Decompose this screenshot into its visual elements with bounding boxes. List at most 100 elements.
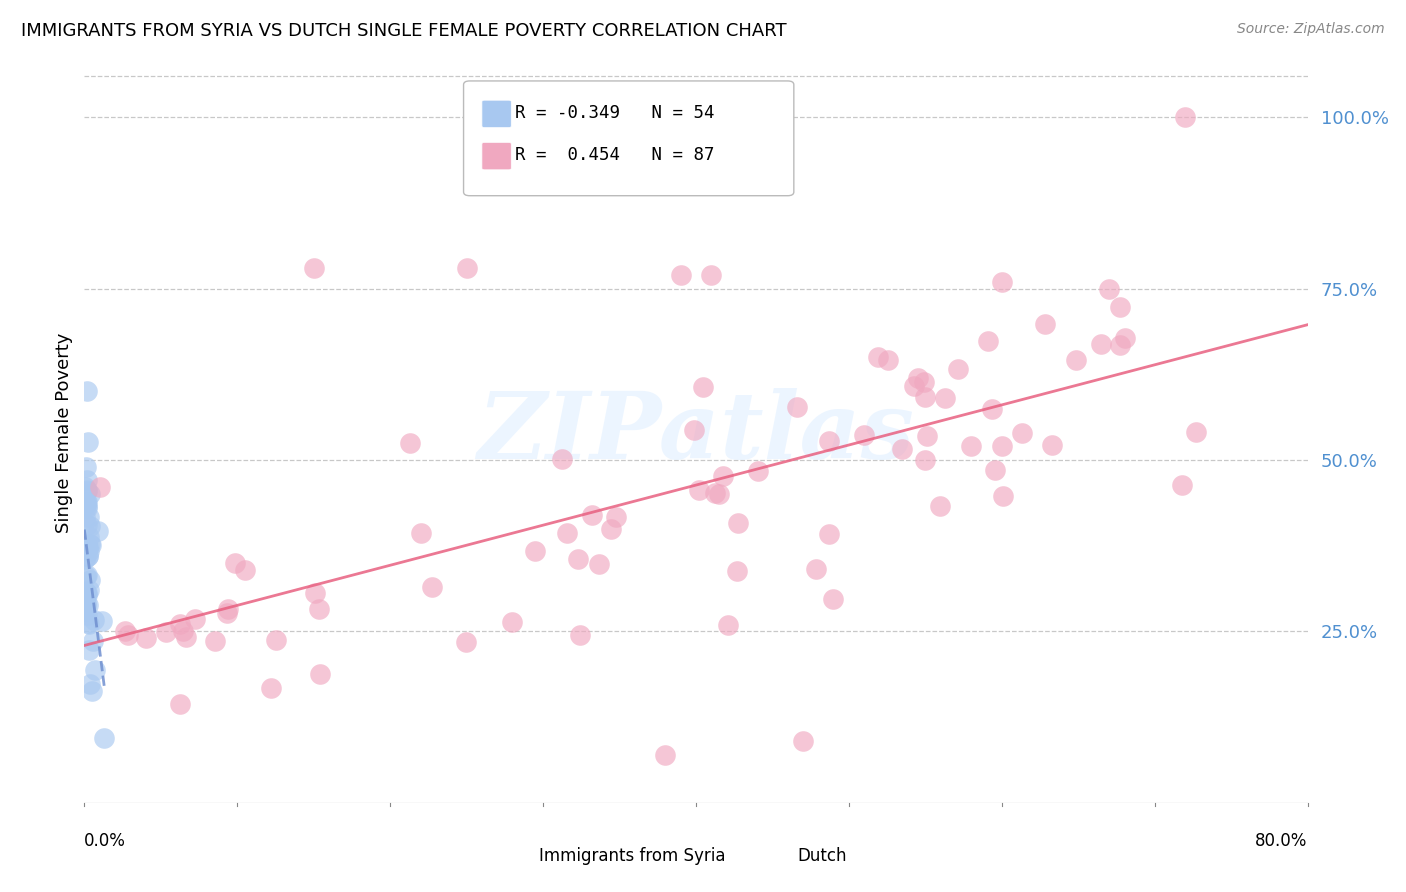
Point: [82, 684, 104, 698]
Point: [76, 500, 98, 514]
Point: [77, 434, 100, 449]
Text: Source: ZipAtlas.com: Source: ZipAtlas.com: [1237, 22, 1385, 37]
Point: [1109, 300, 1132, 314]
Point: [1185, 425, 1208, 439]
Point: [654, 747, 676, 762]
Point: [991, 439, 1014, 453]
Point: [1064, 353, 1087, 368]
Point: [929, 500, 952, 514]
Point: [75, 599, 97, 613]
Point: [891, 442, 914, 456]
Point: [786, 401, 808, 415]
Point: [79, 519, 101, 533]
Point: [235, 563, 257, 577]
Point: [917, 428, 939, 442]
Point: [76, 616, 98, 631]
Point: [551, 452, 574, 467]
Point: [75, 539, 97, 553]
Point: [75, 586, 97, 600]
Point: [682, 423, 704, 437]
Point: [980, 401, 1002, 416]
Point: [217, 602, 239, 616]
Point: [75, 538, 97, 552]
Text: Immigrants from Syria: Immigrants from Syria: [540, 847, 725, 865]
Point: [907, 371, 929, 385]
Point: [75, 604, 97, 618]
Point: [304, 586, 326, 600]
Point: [77, 544, 100, 558]
Point: [1011, 425, 1033, 440]
Point: [1171, 477, 1194, 491]
Point: [76, 500, 98, 515]
Point: [77, 510, 100, 524]
Point: [567, 552, 589, 566]
Point: [302, 261, 325, 276]
Point: [82, 633, 104, 648]
Point: [79, 538, 101, 552]
Y-axis label: Single Female Poverty: Single Female Poverty: [55, 333, 73, 533]
Text: 0.0%: 0.0%: [84, 832, 127, 850]
FancyBboxPatch shape: [464, 81, 794, 195]
Point: [398, 436, 420, 450]
Point: [76, 384, 98, 399]
Point: [1109, 338, 1132, 352]
Point: [1174, 110, 1197, 124]
Point: [117, 627, 139, 641]
Point: [569, 628, 592, 642]
Point: [75, 549, 97, 564]
Point: [79, 537, 101, 551]
Point: [76, 540, 98, 554]
Text: R =  0.454   N = 87: R = 0.454 N = 87: [515, 146, 714, 164]
Point: [76, 495, 98, 509]
Point: [76, 586, 98, 600]
Point: [91, 615, 114, 629]
Point: [204, 634, 226, 648]
Point: [75, 596, 97, 610]
Point: [83, 614, 105, 628]
Point: [420, 580, 443, 594]
Point: [75, 480, 97, 494]
Point: [76, 473, 98, 487]
Point: [264, 632, 287, 647]
Point: [688, 483, 710, 498]
Point: [75, 601, 97, 615]
Point: [77, 582, 100, 597]
Point: [76, 549, 98, 563]
Point: [75, 498, 97, 512]
Point: [409, 525, 432, 540]
Point: [114, 624, 136, 639]
Point: [454, 635, 477, 649]
Point: [172, 624, 194, 638]
Point: [1090, 337, 1112, 351]
Point: [75, 494, 97, 508]
Point: [77, 530, 100, 544]
Point: [669, 268, 692, 282]
Text: R = -0.349   N = 54: R = -0.349 N = 54: [515, 103, 714, 122]
Point: [309, 666, 332, 681]
Point: [93, 731, 115, 746]
Point: [75, 568, 97, 582]
Point: [184, 612, 207, 626]
Point: [75, 509, 97, 524]
Point: [866, 350, 889, 364]
Point: [991, 489, 1014, 503]
Point: [1098, 282, 1121, 296]
FancyBboxPatch shape: [482, 100, 512, 128]
Text: ZIPatlas: ZIPatlas: [478, 388, 914, 477]
Point: [79, 573, 101, 587]
FancyBboxPatch shape: [761, 844, 793, 869]
Point: [984, 463, 1007, 477]
Point: [1040, 438, 1063, 452]
Point: [806, 561, 828, 575]
Point: [821, 591, 844, 606]
Point: [75, 552, 97, 566]
Point: [912, 375, 935, 389]
Text: Dutch: Dutch: [797, 847, 846, 865]
Point: [456, 261, 478, 276]
Point: [155, 624, 177, 639]
Point: [135, 631, 157, 645]
Point: [169, 697, 191, 711]
Point: [818, 526, 841, 541]
Point: [876, 353, 898, 368]
Point: [605, 509, 627, 524]
